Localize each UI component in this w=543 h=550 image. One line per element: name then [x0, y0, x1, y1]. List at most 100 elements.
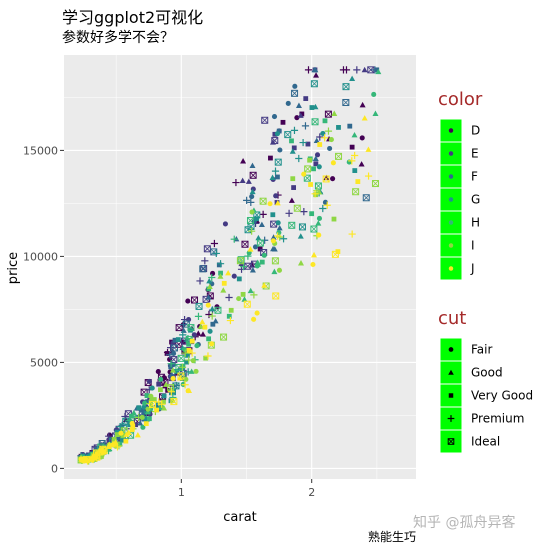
- data-point: [206, 336, 212, 342]
- data-point: [313, 137, 320, 144]
- data-point: [123, 438, 129, 444]
- data-point: [309, 105, 315, 110]
- data-point: [78, 456, 84, 462]
- data-point: [272, 292, 280, 300]
- data-point: [279, 235, 288, 243]
- data-point: [253, 211, 261, 219]
- data-point: [309, 211, 315, 217]
- data-point: [312, 155, 319, 161]
- data-point: [301, 122, 310, 130]
- data-point: [305, 141, 311, 147]
- data-point: [254, 310, 260, 316]
- data-point: [299, 111, 305, 117]
- data-point: [249, 194, 255, 200]
- x-axis-title: carat: [223, 510, 257, 525]
- data-point: [375, 68, 382, 75]
- data-point: [140, 424, 146, 430]
- data-point: [314, 152, 321, 158]
- data-point: [120, 433, 126, 438]
- data-point: [248, 227, 256, 235]
- legend-label: H: [471, 216, 480, 230]
- data-point: [289, 148, 296, 154]
- data-point: [268, 155, 273, 161]
- data-point: [313, 72, 320, 78]
- data-point: [199, 318, 206, 325]
- data-point: [339, 66, 348, 74]
- data-point: [349, 75, 356, 81]
- data-point: [245, 178, 252, 184]
- data-point: [361, 66, 368, 73]
- data-point: [149, 385, 155, 391]
- data-point: [161, 399, 166, 405]
- data-point: [217, 273, 224, 279]
- data-point: [284, 131, 292, 139]
- data-point: [331, 110, 338, 116]
- data-point: [330, 176, 336, 182]
- data-point: [297, 233, 304, 239]
- data-point: [289, 138, 294, 144]
- data-point: [179, 331, 187, 339]
- plot-subtitle: 参数好多学不会？: [62, 30, 174, 46]
- data-point: [249, 171, 257, 179]
- data-point: [261, 116, 269, 124]
- data-point: [256, 239, 264, 247]
- data-point: [193, 368, 199, 374]
- data-point: [181, 349, 189, 357]
- data-point: [221, 280, 227, 286]
- data-point: [236, 296, 242, 302]
- x-tick-label: 2: [308, 486, 315, 499]
- data-point: [226, 313, 232, 319]
- data-point: [206, 283, 213, 290]
- data-point: [133, 422, 138, 428]
- data-point: [249, 209, 255, 215]
- data-point: [154, 407, 159, 413]
- data-point: [372, 110, 379, 116]
- data-point: [358, 161, 365, 167]
- data-point: [105, 443, 112, 449]
- data-point: [324, 127, 333, 135]
- data-point: [183, 376, 189, 382]
- data-point: [276, 230, 282, 236]
- legend-key-cut: [439, 383, 463, 408]
- data-point: [175, 337, 181, 342]
- data-point: [171, 350, 177, 357]
- data-point: [259, 259, 265, 265]
- data-point: [194, 343, 200, 349]
- data-point: [349, 144, 355, 150]
- data-point: [270, 234, 277, 240]
- data-point: [244, 252, 252, 260]
- data-point: [307, 157, 313, 163]
- data-point: [243, 196, 251, 204]
- data-point: [322, 175, 330, 183]
- data-point: [161, 393, 167, 399]
- data-point: [188, 349, 196, 357]
- legend-key-color: [439, 118, 463, 143]
- data-point: [167, 384, 175, 392]
- data-point: [276, 224, 283, 231]
- data-point: [323, 201, 331, 209]
- data-point: [178, 363, 187, 371]
- data-point: [362, 194, 370, 202]
- data-point: [93, 454, 101, 462]
- data-point: [220, 287, 227, 293]
- data-point: [186, 341, 192, 347]
- data-point: [239, 177, 246, 184]
- data-point: [254, 259, 261, 265]
- y-axis-title: price: [6, 252, 21, 284]
- legend-title-cut: cut: [438, 308, 466, 329]
- data-point: [118, 430, 124, 436]
- data-point: [96, 451, 104, 459]
- data-point: [273, 193, 279, 199]
- data-point: [288, 221, 296, 229]
- data-point: [275, 220, 281, 226]
- data-point: [255, 234, 262, 241]
- legend-label: E: [471, 147, 479, 161]
- footnote-caption: 熟能生巧: [368, 530, 417, 544]
- data-point: [177, 354, 185, 362]
- data-point: [297, 112, 304, 118]
- data-point: [115, 432, 120, 438]
- data-point: [240, 291, 246, 297]
- legend-label: Fair: [471, 343, 492, 357]
- data-point: [197, 323, 204, 329]
- data-point: [208, 273, 216, 282]
